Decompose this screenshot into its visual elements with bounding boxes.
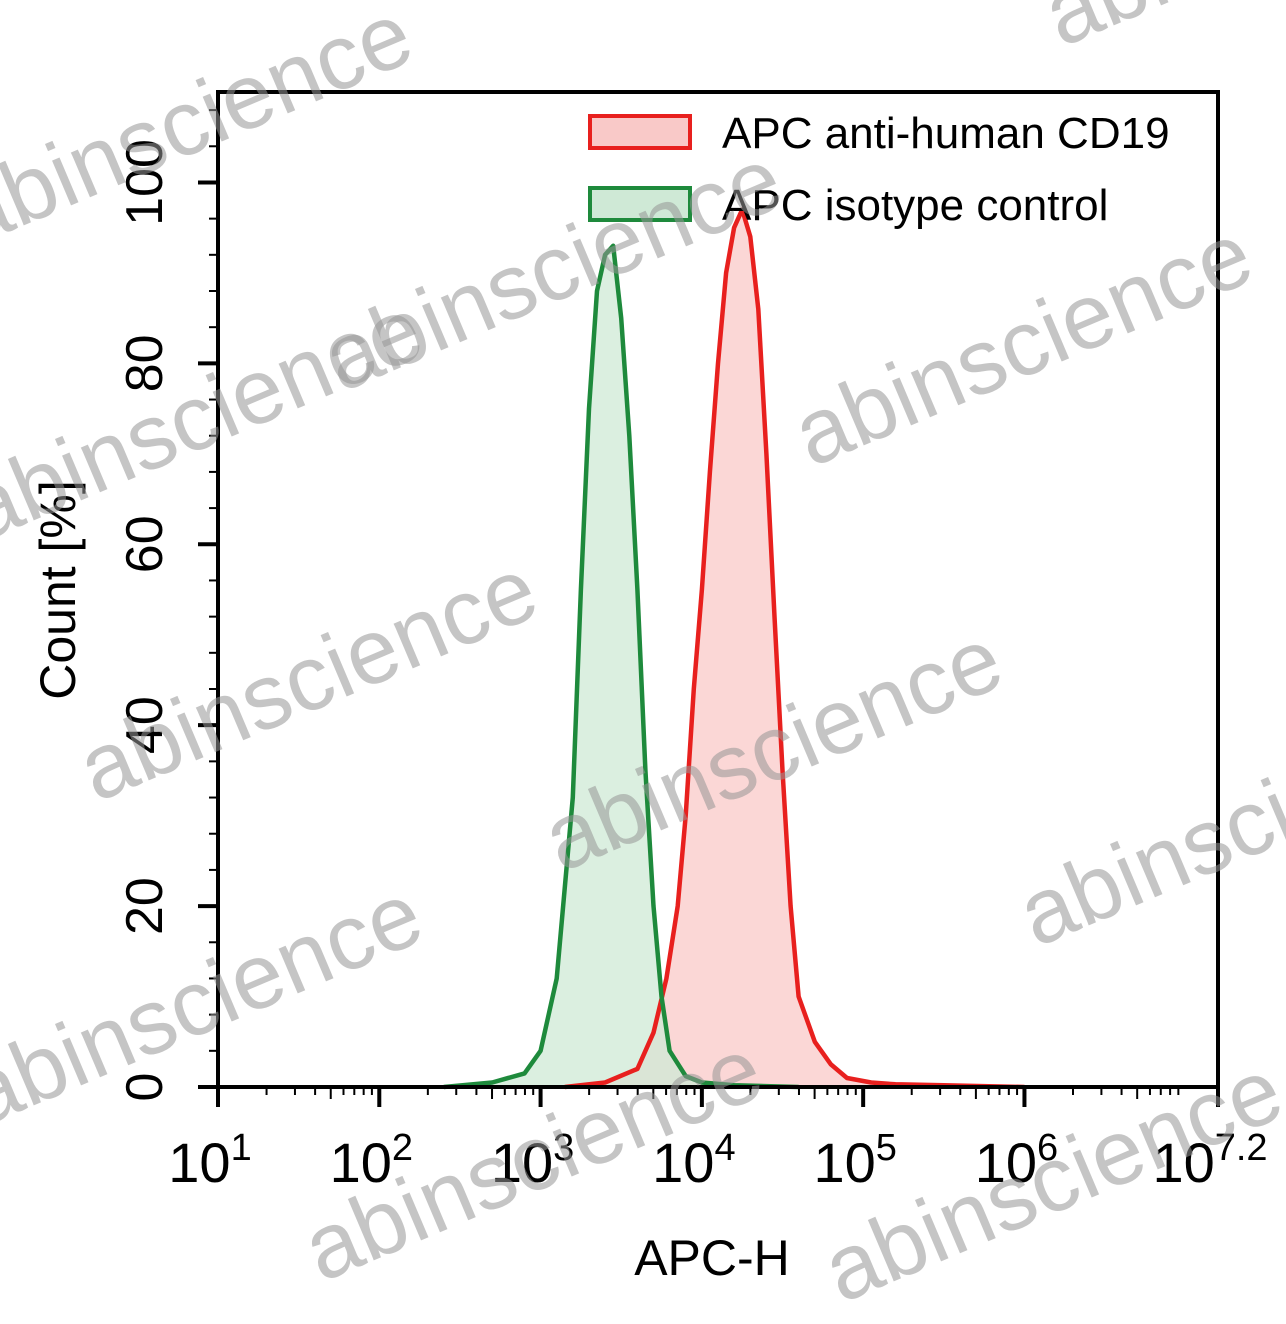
x-tick-label: 105	[813, 1127, 896, 1194]
legend-label: APC anti-human CD19	[722, 109, 1170, 158]
y-axis-label: Count [%]	[30, 480, 86, 700]
legend: APC anti-human CD19 APC isotype control	[588, 109, 1170, 230]
series-line-1	[564, 207, 1025, 1090]
plot-frame	[216, 90, 1220, 1089]
y-tick-label: 20	[116, 877, 174, 935]
series-fill-2	[443, 245, 799, 1088]
x-tick-exponent: 2	[392, 1127, 413, 1169]
x-tick-exponent: 6	[1037, 1127, 1058, 1169]
y-tick-label: 60	[116, 515, 174, 573]
x-tick-base: 10	[975, 1131, 1037, 1194]
x-tick-label: 107.2	[1152, 1127, 1267, 1194]
x-tick-exponent: 1	[231, 1127, 252, 1169]
x-tick-base: 10	[652, 1131, 714, 1194]
y-tick-label: 100	[116, 139, 174, 226]
series-line-2	[443, 243, 799, 1090]
x-tick-base: 10	[491, 1131, 553, 1194]
x-tick-label: 103	[491, 1127, 574, 1194]
y-tick-label: 40	[116, 696, 174, 754]
legend-swatch	[588, 186, 692, 222]
y-tick-label: 80	[116, 334, 174, 392]
legend-label: APC isotype control	[722, 181, 1108, 230]
legend-swatch	[588, 114, 692, 150]
x-tick-exponent: 4	[714, 1127, 735, 1169]
x-tick-base: 10	[813, 1131, 875, 1194]
x-axis: 101 102 103 104 105 106 107.2	[168, 1087, 1268, 1194]
x-tick-label: 104	[652, 1127, 735, 1194]
x-tick-exponent: 5	[876, 1127, 897, 1169]
series-fills	[443, 209, 1025, 1088]
x-tick-exponent: 3	[553, 1127, 574, 1169]
x-tick-label: 101	[168, 1127, 251, 1194]
y-tick-label: 0	[116, 1073, 174, 1102]
series-lines	[443, 207, 1025, 1090]
x-tick-base: 10	[330, 1131, 392, 1194]
x-tick-base: 10	[1152, 1131, 1214, 1194]
x-tick-label: 106	[975, 1127, 1058, 1194]
x-tick-exponent: 7.2	[1215, 1127, 1268, 1169]
x-axis-label: APC-H	[634, 1230, 790, 1286]
x-tick-base: 10	[168, 1131, 230, 1194]
x-tick-label: 102	[330, 1127, 413, 1194]
y-axis: 0 20 40 60 80 100	[116, 109, 218, 1102]
